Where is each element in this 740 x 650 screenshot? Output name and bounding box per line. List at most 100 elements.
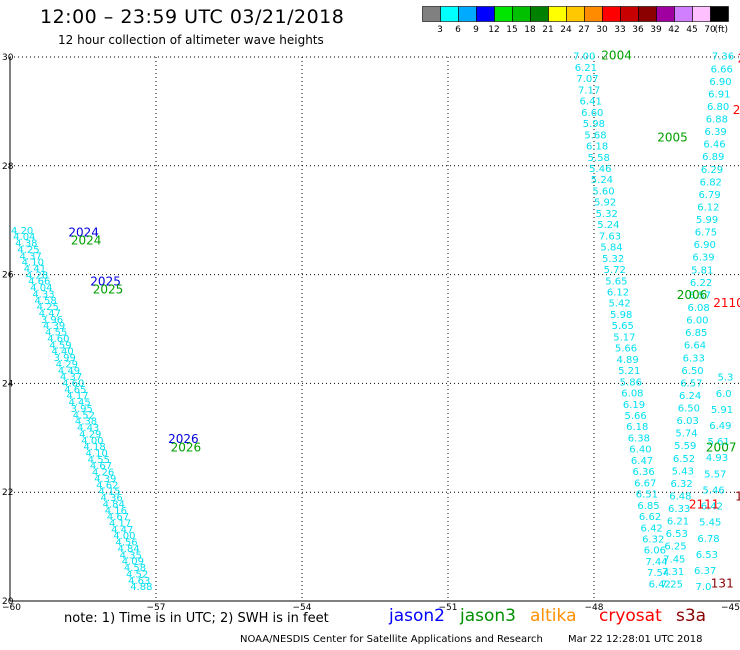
wave-height-value: 5.91 [711, 405, 733, 416]
wave-height-value: 4.38 [75, 417, 97, 428]
wave-height-value: 4.62 [96, 480, 118, 491]
wave-height-value: 4.35 [120, 550, 142, 561]
colorbar-label: 27 [578, 25, 589, 35]
legend-cryosat: cryosat [599, 606, 662, 626]
wave-height-value: 6.32 [670, 479, 692, 490]
wave-height-value: 6.80 [707, 102, 729, 113]
wave-height-value: 7.36 [712, 52, 734, 63]
wave-height-value: 4.41 [24, 264, 46, 275]
wave-height-value: 4.25 [37, 302, 59, 313]
wave-height-value: 6.53 [696, 550, 718, 561]
wave-height-value: 4.58 [34, 296, 56, 307]
wave-height-value: 6.82 [700, 177, 722, 188]
wave-height-value: 4.67 [107, 512, 129, 523]
wave-height-value: 5.17 [613, 332, 635, 343]
page-title: 12:00 – 23:59 UTC 03/21/2018 [40, 6, 345, 28]
pass-time-label: 131 [711, 576, 734, 590]
wave-height-value: 7.17 [578, 85, 600, 96]
wave-height-value: 7.44 [645, 557, 667, 568]
wave-height-value: 6.50 [681, 366, 703, 377]
wave-height-value: 4.17 [109, 518, 131, 529]
wave-height-value: 5.61 [708, 437, 730, 448]
wave-height-value: 4.39 [94, 474, 116, 485]
wave-height-value: 6.38 [628, 433, 650, 444]
colorbar-label: 30 [596, 25, 608, 35]
wave-height-value: 6.39 [692, 253, 714, 264]
wave-height-value: 4.55 [88, 455, 110, 466]
pass-time-label: 2026 [171, 440, 202, 454]
colorbar-label: 33 [614, 25, 625, 35]
wave-height-value: 6.57 [689, 290, 711, 301]
wave-height-value: 4.84 [103, 499, 125, 510]
wave-height-value: 4.20 [11, 226, 33, 237]
wave-height-value: 6.12 [697, 202, 719, 213]
wave-height-value: 6.39 [705, 127, 727, 138]
pass-time-label: 2007 [706, 440, 737, 454]
tick-label-lat: 28 [2, 162, 14, 172]
wave-height-value: 6.32 [642, 534, 664, 545]
wave-height-value: 6.89 [702, 152, 724, 163]
wave-height-value: 6.24 [679, 391, 701, 402]
wave-height-value: 5.65 [605, 276, 627, 287]
colorbar-label: 24 [560, 25, 572, 35]
wave-height-value: 6.08 [621, 389, 643, 400]
wave-height-value: 6.57 [680, 378, 702, 389]
colorbar-label: 9 [473, 25, 479, 35]
wave-height-value: 6.03 [677, 416, 699, 427]
wave-height-value: 7.45 [663, 554, 685, 565]
wave-height-value: 4.10 [22, 258, 44, 269]
pass-time-label: 2026 [168, 432, 199, 446]
wave-height-value: 6.64 [684, 341, 706, 352]
wave-height-value: 4.60 [62, 379, 84, 390]
wave-height-value: 5.81 [691, 265, 713, 276]
wave-height-value: 6.51 [636, 490, 658, 501]
tick-label-lon: −60 [2, 603, 21, 612]
colorbar-label: 42 [668, 25, 679, 35]
tick-label-lat: 26 [2, 271, 14, 281]
colorbar-label: 39 [650, 25, 662, 35]
wave-height-value: 4.84 [117, 544, 139, 555]
wave-height-value: 6.53 [666, 529, 688, 540]
wave-height-value: 4.39 [43, 321, 65, 332]
wave-height-value: 4.58 [124, 563, 146, 574]
wave-height-value: 6.33 [668, 504, 690, 515]
wave-height-value: 4.00 [113, 531, 135, 542]
wave-height-value: 4.65 [64, 385, 86, 396]
wave-height-value: 5.42 [608, 299, 630, 310]
credits-timestamp: Mar 22 12:28:01 UTC 2018 [568, 634, 703, 645]
wave-height-value: 6.33 [683, 353, 705, 364]
wave-height-value: 4.29 [56, 359, 78, 370]
wave-height-value: 4.55 [45, 328, 67, 339]
wave-height-value: 5.84 [600, 243, 622, 254]
tick-label-lon: −48 [585, 603, 604, 612]
footer-notes: note: 1) Time is in UTC; 2) SWH is in fe… [64, 611, 329, 626]
wave-height-value: 4.17 [66, 391, 88, 402]
wave-height-value: 4.88 [130, 582, 152, 593]
tick-label-lat: 22 [2, 488, 13, 498]
colorbar-label: 70 [704, 25, 716, 35]
wave-height-value: 6.78 [697, 534, 719, 545]
wave-height-value: 7.25 [661, 579, 683, 590]
wave-height-colorbar: 3 6 9 12 15 18 21 24 27 30 33 36 39 42 45 70(ft) [422, 6, 729, 35]
wave-height-value: 6.62 [639, 512, 661, 523]
wave-height-value: 6.50 [678, 404, 700, 415]
wave-height-value: 6.48 [669, 491, 691, 502]
wave-height-value: 6.42 [641, 523, 663, 534]
wave-height-value: 5.99 [696, 215, 718, 226]
wave-height-value: 5.58 [588, 153, 610, 164]
wave-height-value: 4.18 [83, 442, 105, 453]
wave-height-value: 5.66 [624, 411, 646, 422]
colorbar-label: 15 [506, 25, 517, 35]
wave-height-value: 6.90 [694, 240, 716, 251]
wave-height-value: 6.00 [686, 316, 708, 327]
pass-time-label: 2005 [657, 130, 688, 144]
legend-s3a: s3a [676, 606, 707, 626]
credits-org: NOAA/NESDIS Center for Satellite Applica… [240, 634, 543, 645]
pass-time-label: 2025 [93, 283, 124, 297]
wave-height-value: 4.36 [100, 493, 122, 504]
wave-height-value: 6.88 [706, 115, 728, 126]
wave-height-value: 4.16 [105, 506, 127, 517]
wave-height-value: 6.18 [626, 422, 648, 433]
